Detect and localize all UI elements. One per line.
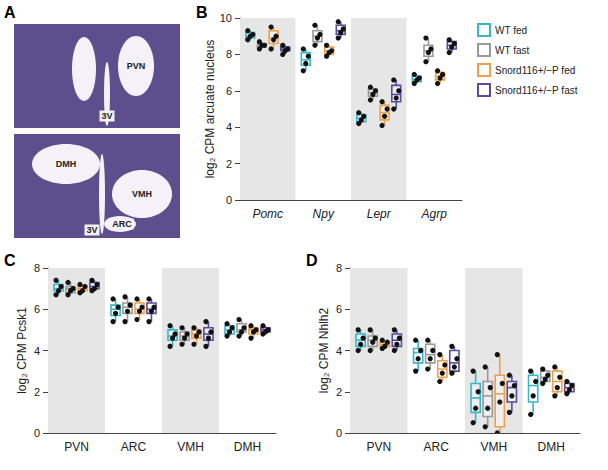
svg-text:6: 6 (336, 303, 342, 315)
svg-text:0: 0 (34, 427, 40, 439)
svg-text:2: 2 (34, 386, 40, 398)
svg-text:Npy: Npy (313, 207, 335, 221)
svg-text:B: B (196, 4, 208, 21)
svg-text:ARC: ARC (112, 219, 132, 229)
svg-text:DMH: DMH (538, 440, 565, 454)
svg-text:log₂ CPM Pcsk1: log₂ CPM Pcsk1 (15, 307, 29, 394)
svg-text:Pomc: Pomc (252, 207, 283, 221)
svg-text:6: 6 (34, 303, 40, 315)
svg-text:PVN: PVN (64, 440, 89, 454)
svg-text:Lepr: Lepr (367, 207, 392, 221)
svg-text:Snord116+/−P fast: Snord116+/−P fast (495, 85, 578, 96)
svg-text:ARC: ARC (121, 440, 147, 454)
svg-text:ARC: ARC (424, 440, 450, 454)
svg-text:VMH: VMH (480, 440, 507, 454)
svg-text:4: 4 (34, 345, 40, 357)
svg-text:VMH: VMH (177, 440, 204, 454)
svg-text:WT fast: WT fast (495, 45, 529, 56)
svg-text:3V: 3V (86, 225, 97, 235)
svg-text:log₂ CPM Nhlh2: log₂ CPM Nhlh2 (317, 307, 331, 393)
svg-text:6: 6 (226, 85, 232, 97)
svg-text:log₂ CPM arcuate nucleus: log₂ CPM arcuate nucleus (203, 40, 217, 179)
svg-text:DMH: DMH (234, 440, 261, 454)
svg-text:PVN: PVN (366, 440, 391, 454)
svg-text:8: 8 (226, 48, 232, 60)
svg-text:2: 2 (226, 158, 232, 170)
svg-text:D: D (306, 252, 318, 269)
svg-text:PVN: PVN (127, 61, 146, 71)
svg-text:DMH: DMH (56, 159, 77, 169)
svg-text:4: 4 (336, 345, 342, 357)
svg-text:8: 8 (34, 262, 40, 274)
svg-text:4: 4 (226, 121, 232, 133)
svg-text:Agrp: Agrp (421, 207, 448, 221)
svg-text:C: C (4, 252, 16, 269)
svg-text:2: 2 (336, 386, 342, 398)
svg-text:8: 8 (336, 262, 342, 274)
svg-text:WT fed: WT fed (495, 25, 527, 36)
svg-text:10: 10 (220, 12, 232, 24)
svg-text:Snord116+/−P fed: Snord116+/−P fed (495, 65, 575, 76)
svg-text:3V: 3V (101, 111, 112, 121)
svg-text:0: 0 (226, 194, 232, 206)
svg-text:A: A (4, 4, 16, 21)
svg-text:VMH: VMH (132, 189, 152, 199)
svg-text:0: 0 (336, 427, 342, 439)
